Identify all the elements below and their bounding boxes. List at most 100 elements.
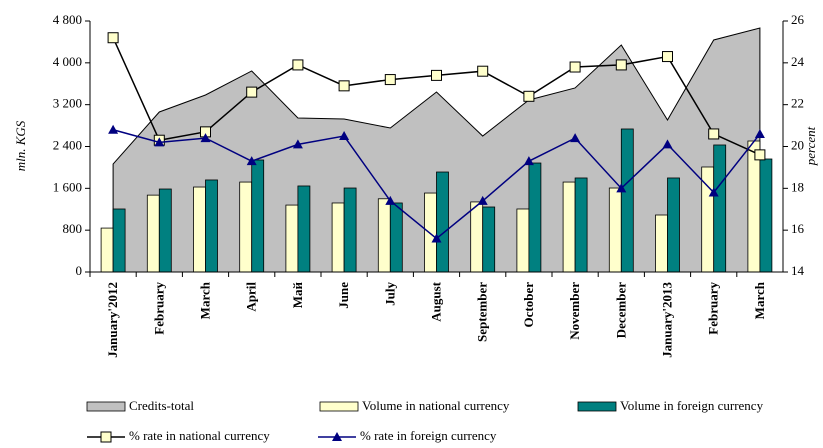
marker [616,183,627,193]
x-tick-label: December [613,282,628,339]
x-tick-label: August [428,281,443,321]
bar [747,140,761,273]
x-tick-label: September [475,282,490,342]
y-tick-label: 4 000 [53,54,82,69]
y2-axis-label: percent [803,126,818,166]
x-tick-label: November [567,282,582,340]
marker [338,80,350,92]
marker [477,65,489,77]
y2-tick-label: 20 [791,137,804,152]
marker [523,156,534,166]
x-tick-label: January'2013 [659,282,674,358]
marker [200,133,211,143]
marker [107,32,119,44]
y-tick-label: 800 [63,221,83,236]
x-tick-label: April [244,282,259,312]
x-tick-label: July [382,282,397,306]
bar [424,192,437,273]
y2-tick-label: 22 [791,96,804,111]
bar [285,204,299,273]
marker [431,69,442,81]
bar [562,181,576,273]
y-tick-label: 0 [76,263,83,278]
bar [528,162,542,273]
bar [574,177,588,273]
marker [708,128,720,140]
marker [384,74,396,86]
bar [655,214,668,273]
bar [239,181,253,273]
bar [251,159,265,273]
x-tick-label: March [197,281,212,319]
marker [385,195,396,205]
bar [205,179,218,273]
y2-tick-label: 18 [791,179,804,194]
marker [292,139,303,149]
x-tick-label: February [706,282,721,335]
bar [759,158,773,273]
y2-tick-label: 14 [791,263,805,278]
bar [158,188,172,273]
y-tick-label: 3 200 [53,96,82,111]
marker [570,133,581,143]
legend-label: % rate in foreign currency [360,428,497,443]
y2-tick-label: 26 [791,12,805,27]
y2-tick-label: 24 [791,54,805,69]
legend-swatch [577,401,617,412]
area [112,27,761,273]
marker [477,195,488,205]
bar [297,185,311,273]
y-tick-label: 1 600 [53,179,82,194]
legend-label: % rate in national currency [129,428,270,443]
marker [569,61,581,73]
marker [154,137,165,147]
legend-label: Volume in national currency [362,398,510,413]
y-tick-label: 2 400 [53,137,82,152]
marker [662,51,673,63]
bar [343,187,357,273]
marker [292,59,304,71]
marker [615,59,627,71]
bar [193,186,206,273]
legend-swatch [86,401,126,412]
x-tick-label: January'2012 [105,282,120,358]
bar [482,206,496,273]
marker [708,187,719,197]
marker [431,233,442,243]
legend-swatch [319,401,359,412]
bar [470,201,484,273]
bar [389,202,403,273]
y2-tick-label: 16 [791,221,805,236]
bar [713,144,727,273]
marker [523,90,535,102]
bar [667,177,680,273]
x-tick-label: October [521,282,536,328]
legend-label: Credits-total [129,398,194,413]
y-axis-label: mln. KGS [13,120,28,171]
bar [620,128,634,273]
bar [608,187,622,273]
x-tick-label: Май [290,281,305,308]
bar [516,208,530,273]
marker [339,131,350,141]
marker [754,128,765,138]
bar [146,194,160,273]
marker [662,139,673,149]
bar [331,202,345,273]
x-tick-label: February [151,282,166,335]
legend-marker [100,431,112,443]
y-tick-label: 4 800 [53,12,82,27]
marker [246,86,258,98]
bar [112,208,126,273]
bar [377,198,391,273]
marker [754,149,766,161]
legend-label: Volume in foreign currency [620,398,764,413]
bar [436,171,449,273]
marker [246,156,257,166]
legend-marker [332,432,342,441]
marker [108,124,119,134]
x-tick-label: June [336,282,351,309]
bar [100,227,114,273]
x-tick-label: March [752,281,767,319]
